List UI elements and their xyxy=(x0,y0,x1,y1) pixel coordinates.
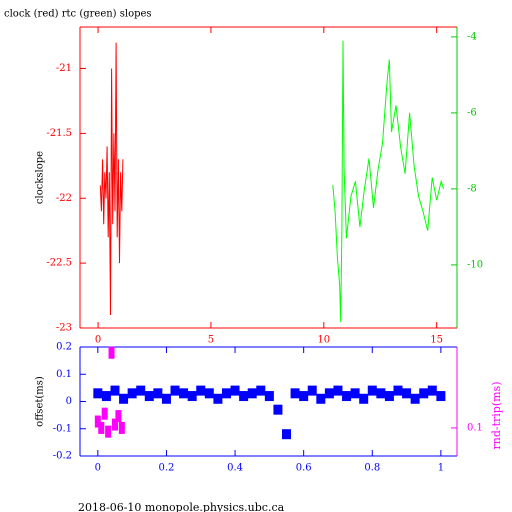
chart-title: clock (red) rtc (green) slopes xyxy=(4,9,152,20)
y-tick-label: 0.2 xyxy=(56,342,72,353)
y-tick-label: -23 xyxy=(56,323,72,334)
point xyxy=(161,393,171,404)
y2-tick-label: -10 xyxy=(467,259,483,270)
point xyxy=(136,385,146,396)
y2-tick-label: 0.1 xyxy=(467,422,483,433)
x-tick-label: 15 xyxy=(430,335,443,346)
point xyxy=(111,418,118,431)
point xyxy=(144,391,154,402)
point xyxy=(427,385,437,396)
y-axis-label: offset(ms) xyxy=(35,376,46,427)
point xyxy=(119,393,129,404)
point xyxy=(282,429,292,440)
point xyxy=(204,388,214,399)
point xyxy=(436,391,446,402)
point xyxy=(410,393,420,404)
x-tick-label: 5 xyxy=(208,335,214,346)
point xyxy=(359,393,369,404)
point xyxy=(94,415,101,428)
point xyxy=(196,385,206,396)
x-tick-label: 0 xyxy=(95,463,101,474)
point xyxy=(247,388,257,399)
point xyxy=(333,385,343,396)
point xyxy=(101,407,108,420)
point xyxy=(213,393,223,404)
point xyxy=(273,404,283,415)
point xyxy=(393,385,403,396)
y2-axis-label: rnd-trip(ms) xyxy=(490,382,503,450)
y-axis-label: clockslope xyxy=(35,151,46,204)
y-tick-label: -22.5 xyxy=(46,258,72,269)
point xyxy=(316,393,326,404)
point xyxy=(221,388,231,399)
point xyxy=(299,391,309,402)
y2-tick-label: -4 xyxy=(467,31,477,42)
point xyxy=(93,388,103,399)
point xyxy=(402,388,412,399)
x-tick-label: 0 xyxy=(95,335,101,346)
point xyxy=(118,421,125,434)
series-line xyxy=(99,42,124,316)
x-tick-label: 0.6 xyxy=(296,463,312,474)
y-tick-label: -21 xyxy=(56,63,72,74)
footer: 2018-06-10 monopole.physics.ubc.ca xyxy=(78,501,285,512)
x-tick-label: 0.8 xyxy=(364,463,380,474)
x-tick-label: 10 xyxy=(317,335,330,346)
point xyxy=(105,425,112,438)
point xyxy=(108,346,115,359)
point xyxy=(419,388,429,399)
y2-tick-label: -6 xyxy=(467,107,477,118)
point xyxy=(376,388,386,399)
y-tick-label: -0.1 xyxy=(53,423,72,434)
point xyxy=(264,391,274,402)
x-tick-label: 0.4 xyxy=(227,463,243,474)
point xyxy=(115,410,122,423)
point xyxy=(153,388,163,399)
point xyxy=(307,385,317,396)
point xyxy=(179,388,189,399)
point xyxy=(110,385,120,396)
y-tick-label: -22 xyxy=(56,193,72,204)
point xyxy=(187,391,197,402)
point xyxy=(324,388,334,399)
point xyxy=(239,391,249,402)
x-tick-label: 1 xyxy=(438,463,444,474)
point xyxy=(256,385,266,396)
y-tick-label: -0.2 xyxy=(53,451,72,462)
point xyxy=(101,391,111,402)
y-tick-label: 0.1 xyxy=(56,369,72,380)
point xyxy=(350,388,360,399)
point xyxy=(290,388,300,399)
point xyxy=(127,388,137,399)
point xyxy=(384,391,394,402)
point xyxy=(367,385,377,396)
y2-tick-label: -8 xyxy=(467,183,477,194)
point xyxy=(98,421,105,434)
point xyxy=(342,391,352,402)
point xyxy=(170,385,180,396)
y-tick-label: -21.5 xyxy=(46,128,72,139)
point xyxy=(230,385,240,396)
x-tick-label: 0.2 xyxy=(158,463,174,474)
series-line xyxy=(332,40,444,322)
y-tick-label: 0 xyxy=(66,396,72,407)
